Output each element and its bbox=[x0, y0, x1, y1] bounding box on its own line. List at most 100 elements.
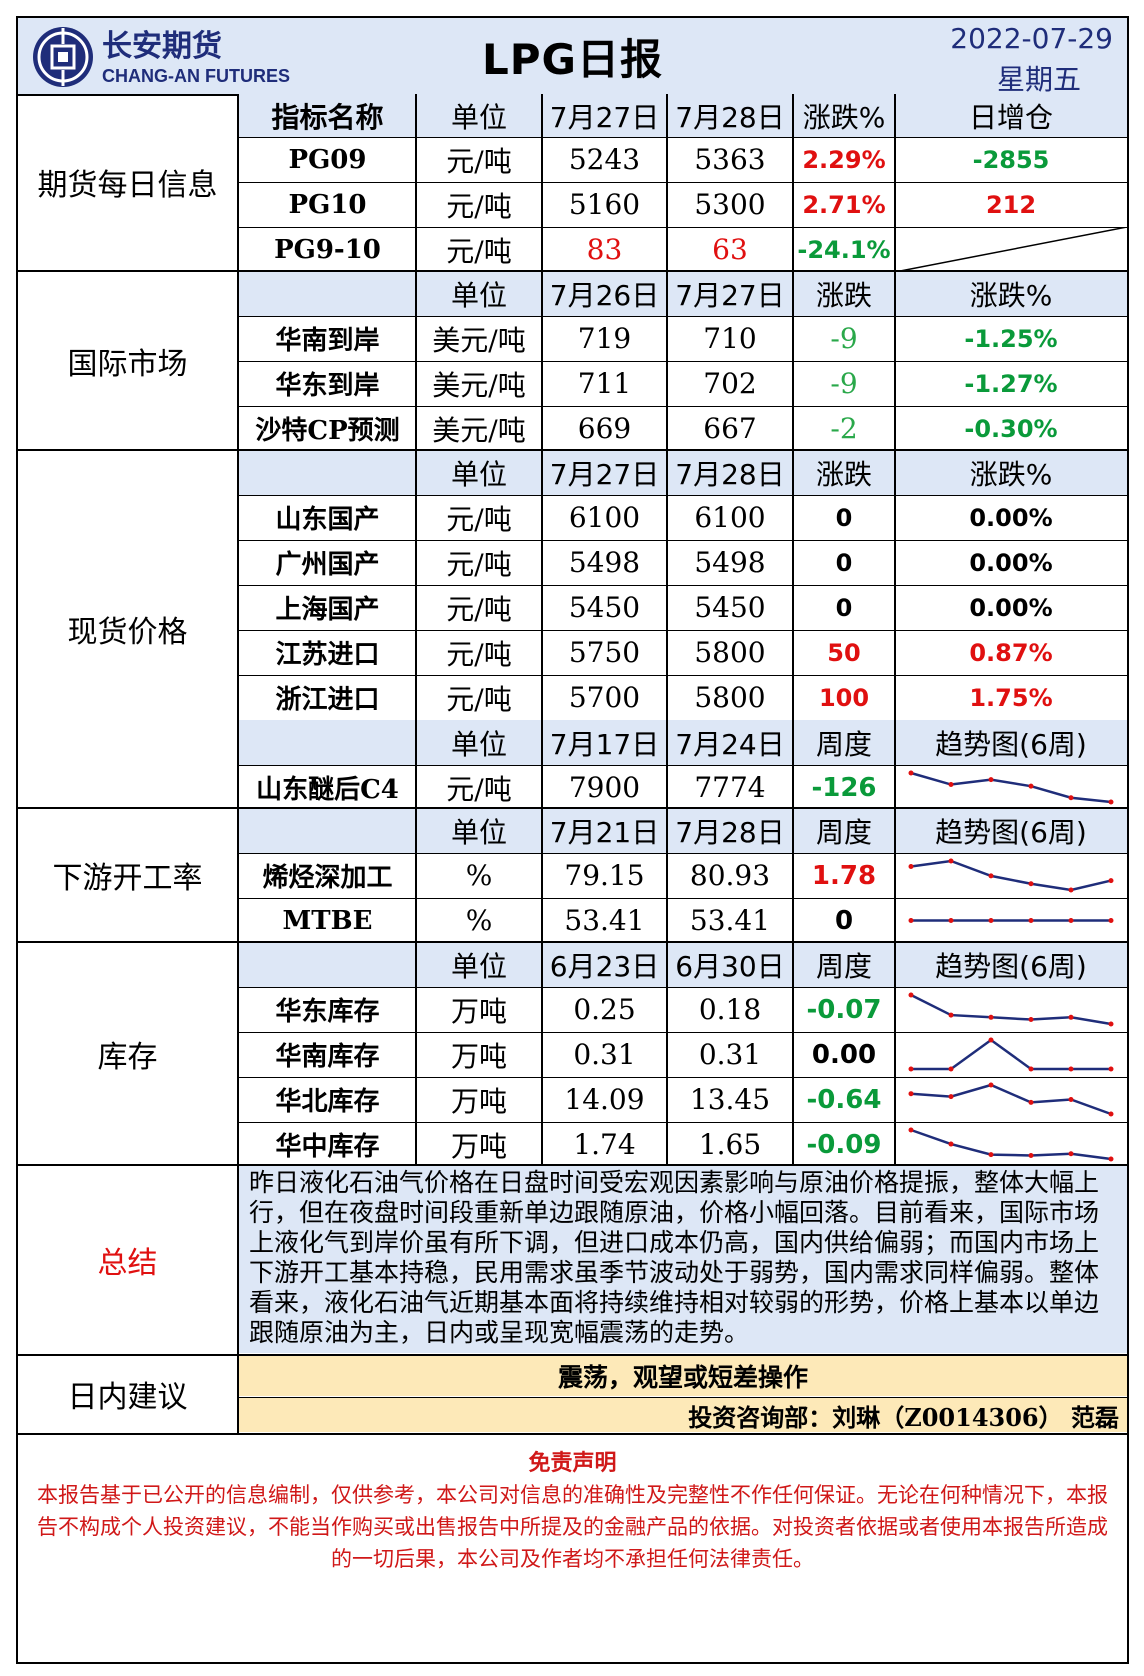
row-name: PG9-10 bbox=[274, 234, 381, 265]
inventory-col-header: 趋势图(6周) bbox=[895, 943, 1127, 987]
row-value-1: 5160 bbox=[568, 188, 641, 221]
spot-col-header: 周度 bbox=[793, 720, 895, 765]
downstream-col-header: 7月28日 bbox=[667, 809, 793, 853]
trend-point bbox=[1028, 1152, 1034, 1158]
disclaimer-body: 本报告基于已公开的信息编制，仅供参考，本公司对信息的准确性及完整性不作任何保证。… bbox=[37, 1483, 1108, 1571]
row-change: 2.71% bbox=[802, 190, 886, 219]
advice-analyst: 投资咨询部：刘琳（Z0014306） 范磊 bbox=[239, 1398, 1127, 1432]
row-divider bbox=[239, 540, 1127, 541]
section-divider bbox=[18, 941, 1127, 943]
row-change: -9 bbox=[830, 322, 858, 355]
intl-section-label: 国际市场 bbox=[67, 346, 188, 382]
row-unit: % bbox=[465, 859, 493, 892]
advice-label: 日内建议 bbox=[67, 1380, 188, 1415]
spot-col-header: 涨跌% bbox=[895, 451, 1127, 495]
row-name: 华北库存 bbox=[275, 1087, 380, 1117]
report-header: 长安期货 CHANG-AN FUTURES LPG日报 2022-07-29 星… bbox=[18, 18, 1127, 96]
row-unit: 元/吨 bbox=[446, 144, 512, 178]
intl-col-header bbox=[239, 272, 416, 316]
row-name: 上海国产 bbox=[275, 595, 380, 625]
row-value-1: 669 bbox=[577, 412, 632, 445]
row-divider bbox=[239, 765, 1127, 766]
row-unit: 元/吨 bbox=[446, 592, 512, 626]
row-name: 沙特CP预测 bbox=[255, 416, 400, 446]
spot-col-header: 单位 bbox=[416, 720, 542, 765]
logo-cn-text: 长安期货 bbox=[102, 29, 222, 64]
row-divider bbox=[239, 361, 1127, 362]
row-value-2: 0.18 bbox=[698, 993, 762, 1026]
trend-point bbox=[1108, 878, 1114, 884]
row-change: 0 bbox=[835, 503, 853, 532]
section-divider bbox=[18, 1354, 1127, 1356]
row-value-1: 5498 bbox=[568, 546, 641, 579]
trend-line bbox=[910, 859, 1112, 892]
trend-point bbox=[908, 918, 914, 923]
row-change-pct: -0.30% bbox=[964, 414, 1058, 443]
trend-point bbox=[1108, 799, 1114, 805]
row-value-1: 0.31 bbox=[573, 1038, 636, 1071]
row-divider bbox=[239, 1122, 1127, 1123]
row-change: -24.1% bbox=[797, 235, 891, 264]
trend-point bbox=[1028, 881, 1034, 887]
trend-point bbox=[1108, 918, 1114, 923]
row-unit: 万吨 bbox=[450, 1129, 507, 1163]
intl-col-header: 涨跌 bbox=[793, 272, 895, 316]
row-name: 华中库存 bbox=[275, 1132, 380, 1162]
row-value-2: 0.31 bbox=[698, 1038, 762, 1071]
row-value-1: 83 bbox=[586, 233, 623, 266]
row-value-1: 711 bbox=[577, 367, 632, 400]
trend-line bbox=[911, 1038, 1111, 1071]
trend-point bbox=[1068, 1014, 1074, 1020]
trend-point bbox=[908, 1066, 914, 1072]
row-change: 0 bbox=[835, 548, 853, 577]
trend-point bbox=[988, 1037, 994, 1043]
spot-col-header: 单位 bbox=[416, 451, 542, 495]
row-unit: 元/吨 bbox=[446, 772, 512, 806]
row-value-1: 14.09 bbox=[564, 1083, 645, 1116]
row-unit: 美元/吨 bbox=[432, 413, 526, 447]
row-name: 华南库存 bbox=[275, 1042, 380, 1072]
row-unit: 元/吨 bbox=[446, 234, 512, 268]
trend-point bbox=[948, 858, 954, 864]
row-divider bbox=[239, 137, 1127, 138]
row-divider bbox=[239, 898, 1127, 899]
row-value-1: 53.41 bbox=[564, 904, 645, 937]
row-name: 华南到岸 bbox=[275, 326, 380, 356]
spot-col-header bbox=[239, 451, 416, 495]
row-change: -126 bbox=[811, 772, 877, 803]
row-unit: 万吨 bbox=[450, 1084, 507, 1118]
row-value-2: 5800 bbox=[694, 636, 766, 669]
futures-col-header: 涨跌% bbox=[793, 94, 895, 137]
trend-point bbox=[948, 1066, 954, 1072]
row-divider bbox=[239, 585, 1127, 586]
row-value-2: 53.41 bbox=[689, 904, 771, 937]
trend-point bbox=[948, 1141, 954, 1147]
row-change: 0 bbox=[834, 905, 854, 936]
row-name: 烯烃深加工 bbox=[262, 863, 393, 893]
futures-col-header: 7月27日 bbox=[542, 94, 667, 137]
column-divider bbox=[792, 94, 794, 1164]
trend-line bbox=[910, 993, 1112, 1026]
trend-point bbox=[988, 918, 994, 923]
row-change: -9 bbox=[830, 367, 858, 400]
downstream-col-header: 单位 bbox=[416, 809, 542, 853]
row-value-2: 5363 bbox=[694, 143, 766, 176]
downstream-col-header bbox=[239, 809, 416, 853]
report-date: 2022-07-29 bbox=[950, 22, 1113, 55]
disclaimer-title: 免责声明 bbox=[528, 1450, 617, 1476]
futures-col-header: 指标名称 bbox=[239, 94, 416, 137]
row-name: 华东到岸 bbox=[275, 371, 380, 401]
spot-col-header: 7月27日 bbox=[542, 451, 667, 495]
row-name: 山东国产 bbox=[275, 505, 380, 535]
row-change: 1.78 bbox=[811, 860, 877, 891]
row-divider bbox=[239, 1032, 1127, 1033]
row-value-2: 6100 bbox=[694, 501, 766, 534]
row-value-2: 5450 bbox=[694, 591, 766, 624]
spot-col-header: 趋势图(6周) bbox=[895, 720, 1127, 765]
row-value-1: 5243 bbox=[568, 143, 641, 176]
row-unit: 万吨 bbox=[450, 994, 507, 1028]
row-value-1: 6100 bbox=[568, 501, 641, 534]
trend-chart bbox=[908, 1082, 1114, 1117]
trend-point bbox=[988, 1014, 994, 1020]
trend-point bbox=[988, 777, 994, 783]
